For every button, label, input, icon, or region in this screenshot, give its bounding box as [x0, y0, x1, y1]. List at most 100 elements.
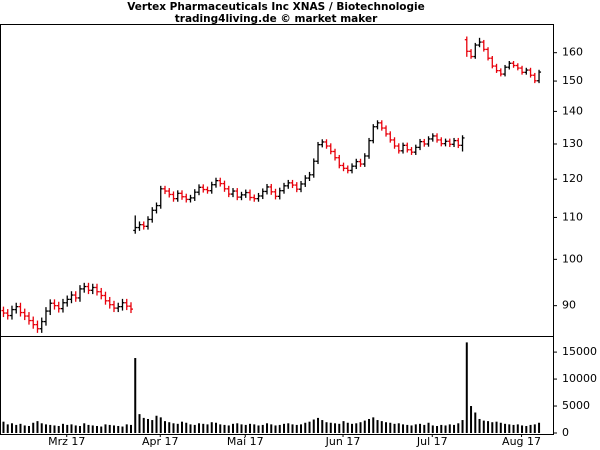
volume-bar	[334, 423, 337, 433]
volume-bar	[142, 417, 145, 433]
volume-bar	[368, 418, 371, 433]
volume-bar	[495, 421, 498, 433]
volume-bar	[516, 424, 519, 433]
volume-bar	[355, 423, 358, 433]
x-tick-label: Apr 17	[142, 435, 179, 448]
volume-bar	[206, 424, 209, 433]
volume-bar	[249, 423, 252, 433]
y-tick-label: 120	[562, 172, 583, 185]
volume-bar	[146, 418, 149, 433]
volume-bar	[295, 424, 298, 433]
volume-bar	[27, 425, 30, 433]
volume-bar	[440, 424, 443, 433]
volume-bar	[342, 421, 345, 433]
volume-bar	[423, 424, 426, 433]
volume-bar	[215, 422, 218, 433]
volume-bar	[300, 424, 303, 433]
volume-bar	[66, 424, 69, 433]
volume-bar	[457, 423, 460, 433]
volume-bar	[2, 421, 5, 433]
volume-bar	[95, 425, 98, 433]
y-tick-label: 5000	[562, 399, 590, 412]
volume-bar	[317, 417, 320, 433]
volume-bar	[525, 425, 528, 433]
volume-bar	[287, 423, 290, 433]
volume-bar	[393, 423, 396, 433]
volume-bar	[308, 421, 311, 433]
x-tick-label: Jul 17	[416, 435, 448, 448]
volume-bar	[159, 417, 162, 433]
volume-bar	[436, 425, 439, 433]
volume-bar	[232, 423, 235, 433]
volume-bar	[244, 424, 247, 433]
volume-bar	[419, 423, 422, 433]
volume-bar	[444, 425, 447, 433]
volume-bar	[461, 420, 464, 433]
volume-bar	[168, 422, 171, 433]
volume-bar	[474, 412, 477, 433]
volume-bar	[325, 422, 328, 433]
volume-bar	[49, 424, 52, 433]
volume-bar	[406, 424, 409, 433]
volume-bar	[538, 422, 541, 433]
volume-bar	[274, 425, 277, 433]
volume-bar	[257, 425, 260, 433]
volume-bar	[363, 420, 366, 433]
volume-bar	[83, 423, 86, 433]
volume-bar	[61, 423, 64, 433]
volume-bar	[329, 422, 332, 433]
volume-bar	[512, 424, 515, 433]
volume-bar	[380, 421, 383, 433]
volume-bar	[32, 422, 35, 433]
y-tick-label: 0	[562, 426, 569, 439]
volume-bar	[240, 424, 243, 433]
volume-bar	[389, 422, 392, 433]
volume-bar	[504, 423, 507, 433]
x-tick-label: Mai 17	[227, 435, 264, 448]
volume-bar	[270, 424, 273, 433]
volume-bar	[104, 424, 107, 433]
y-tick-label: 140	[562, 104, 583, 117]
y-tick-label: 90	[562, 299, 576, 312]
volume-bar	[108, 424, 111, 433]
x-tick-label: Jun 17	[325, 435, 361, 448]
volume-bar	[125, 424, 128, 433]
volume-bar	[189, 424, 192, 433]
volume-bar	[499, 422, 502, 433]
volume-bar	[533, 424, 536, 433]
volume-bar	[78, 425, 81, 433]
volume-bar	[210, 422, 213, 433]
y-tick-label: 100	[562, 252, 583, 265]
volume-bar	[491, 422, 494, 433]
volume-bar	[198, 423, 201, 433]
volume-bar	[202, 423, 205, 433]
volume-bar	[138, 414, 141, 433]
volume-bar	[91, 425, 94, 433]
y-tick-label: 130	[562, 137, 583, 150]
x-tick-label: Aug 17	[502, 435, 541, 448]
volume-bar	[227, 425, 230, 433]
volume-bar	[508, 424, 511, 433]
volume-bar	[376, 420, 379, 433]
price-panel	[0, 24, 554, 337]
volume-bar	[155, 415, 158, 433]
volume-bar	[448, 424, 451, 433]
volume-bar	[253, 424, 256, 433]
chart-title: Vertex Pharmaceuticals Inc XNAS / Biotec…	[127, 1, 425, 13]
volume-bar	[117, 425, 120, 433]
volume-bar	[465, 342, 468, 433]
volume-bar	[172, 423, 175, 433]
volume-bar	[414, 424, 417, 433]
y-tick-label: 160	[562, 46, 583, 59]
volume-bar	[278, 424, 281, 433]
volume-bar	[163, 421, 166, 433]
volume-bar	[15, 424, 18, 433]
volume-bar	[129, 424, 132, 433]
volume-bar	[134, 358, 137, 433]
volume-bar	[312, 419, 315, 433]
volume-bar	[53, 425, 56, 433]
volume-bar	[478, 418, 481, 433]
x-tick-label: Mrz 17	[48, 435, 85, 448]
